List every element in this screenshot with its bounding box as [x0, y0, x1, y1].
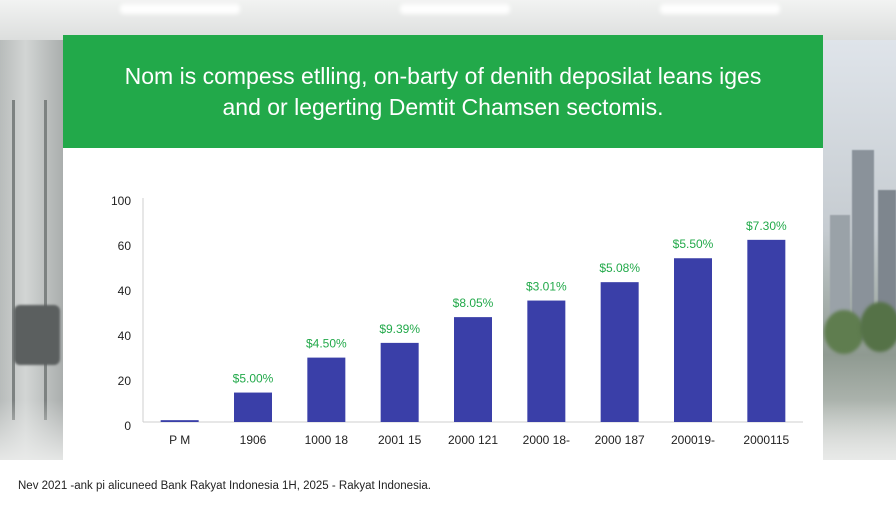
x-tick-label: 200019- [671, 433, 715, 447]
office-window-right [822, 40, 896, 460]
y-tick-label: 60 [118, 239, 132, 253]
office-chair [14, 305, 60, 365]
tree [824, 310, 864, 354]
office-window-left [0, 40, 64, 460]
footer: Nev 2021 -ank pi alicuneed Bank Rakyat I… [0, 460, 896, 512]
x-tick-label: 1906 [240, 433, 267, 447]
tree [860, 302, 896, 352]
data-label: $9.39% [379, 322, 420, 336]
y-tick-label: 0 [124, 419, 131, 433]
bar [747, 239, 786, 422]
footer-caption: Nev 2021 -ank pi alicuneed Bank Rakyat I… [18, 480, 431, 492]
data-label: $4.50% [306, 337, 347, 351]
y-tick-label: 40 [118, 329, 132, 343]
city-building [852, 150, 874, 340]
bar [674, 258, 712, 422]
bar [234, 392, 272, 422]
data-label: $7.30% [746, 219, 787, 233]
bar [307, 357, 346, 422]
x-tick-label: 2000115 [743, 433, 789, 447]
data-label: $5.08% [599, 261, 640, 275]
chart-title: Nom is compess etlling, on-barty of deni… [124, 62, 762, 120]
chart-card: Nom is compess etlling, on-barty of deni… [63, 35, 823, 460]
x-tick-label: P M [169, 433, 190, 447]
bar [160, 420, 199, 422]
x-tick-label: 2000 18- [523, 433, 570, 447]
data-label: $3.01% [526, 280, 567, 294]
window-frame [44, 100, 47, 420]
ceiling-light [120, 4, 240, 14]
ceiling-light [400, 4, 510, 14]
bar-chart: 100 60 40 40 20 0 P M $5.00% 1906 $4.50% 1000 18 $9… [111, 194, 803, 447]
bar [454, 317, 492, 422]
x-tick-label: 2001 15 [378, 433, 422, 447]
x-tick-label: 1000 18 [305, 433, 349, 447]
bar [527, 300, 566, 422]
ceiling-light [660, 4, 780, 14]
data-label: $5.00% [233, 372, 274, 386]
x-tick-label: 2000 187 [595, 433, 645, 447]
data-label: $8.05% [453, 296, 494, 310]
y-tick-label: 20 [118, 374, 132, 388]
x-tick-label: 2000 121 [448, 433, 498, 447]
bar [600, 282, 639, 422]
y-tick-label: 40 [118, 284, 132, 298]
window-frame [12, 100, 15, 420]
bar [380, 342, 419, 422]
chart-header: Nom is compess etlling, on-barty of deni… [63, 35, 823, 148]
y-tick-label: 100 [111, 194, 131, 208]
data-label: $5.50% [673, 237, 714, 251]
